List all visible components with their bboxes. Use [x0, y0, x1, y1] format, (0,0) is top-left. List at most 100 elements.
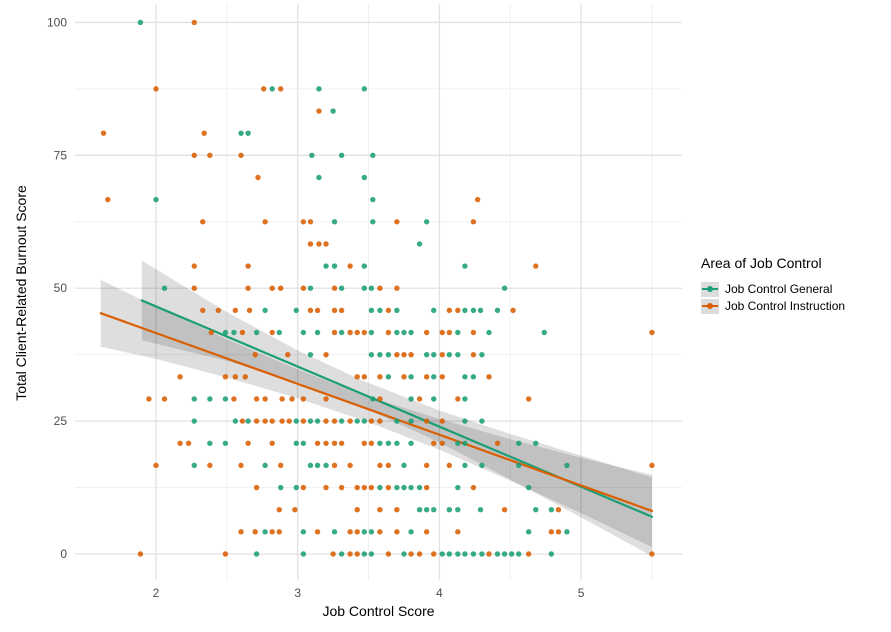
- data-point-instruction: [439, 329, 445, 336]
- data-point-instruction: [252, 351, 258, 358]
- data-point-general: [564, 462, 570, 469]
- data-point-instruction: [354, 529, 360, 535]
- data-point-instruction: [286, 418, 292, 424]
- data-point-instruction: [354, 484, 360, 491]
- data-point-instruction: [455, 307, 461, 314]
- data-point-instruction: [377, 374, 383, 380]
- data-point-general: [401, 484, 407, 491]
- data-point-general: [408, 374, 414, 380]
- data-point-instruction: [314, 307, 321, 314]
- data-point-instruction: [555, 529, 562, 535]
- data-point-instruction: [191, 152, 197, 159]
- data-point-instruction: [368, 484, 375, 491]
- data-point-general: [455, 484, 461, 491]
- data-point-general: [479, 351, 485, 358]
- data-point-general: [462, 307, 468, 314]
- x-tick-label: 3: [294, 586, 301, 600]
- data-point-instruction: [269, 529, 275, 535]
- data-point-general: [494, 307, 501, 314]
- data-point-general: [431, 307, 437, 314]
- data-point-instruction: [207, 152, 213, 159]
- data-point-instruction: [377, 418, 383, 424]
- data-point-instruction: [262, 418, 268, 424]
- data-point-general: [338, 329, 345, 336]
- data-point-general: [401, 551, 407, 557]
- data-point-instruction: [238, 152, 244, 159]
- data-point-general: [153, 196, 159, 203]
- data-point-general: [477, 307, 484, 314]
- data-point-general: [494, 551, 501, 557]
- data-point-instruction: [289, 396, 295, 402]
- data-point-general: [307, 418, 314, 424]
- data-point-general: [416, 484, 423, 491]
- data-point-general: [431, 374, 437, 380]
- data-point-instruction: [255, 174, 261, 181]
- data-point-instruction: [177, 440, 183, 446]
- legend-label-instruction: Job Control Instruction: [725, 299, 846, 313]
- data-point-instruction: [330, 551, 336, 557]
- data-point-instruction: [146, 396, 152, 402]
- data-point-general: [323, 462, 329, 469]
- data-point-general: [338, 152, 345, 159]
- data-point-instruction: [347, 329, 353, 336]
- data-point-instruction: [331, 285, 338, 291]
- data-point-general: [300, 440, 307, 446]
- data-point-instruction: [307, 219, 314, 225]
- data-point-instruction: [200, 219, 206, 225]
- data-point-general: [431, 351, 437, 358]
- data-point-instruction: [253, 396, 260, 402]
- data-point-instruction: [470, 351, 477, 358]
- data-point-instruction: [207, 462, 213, 469]
- data-point-instruction: [470, 484, 477, 491]
- data-point-instruction: [191, 263, 197, 269]
- data-point-general: [479, 418, 485, 424]
- data-point-instruction: [323, 440, 329, 446]
- data-point-instruction: [394, 285, 400, 291]
- data-point-instruction: [354, 374, 360, 380]
- data-point-instruction: [245, 285, 251, 291]
- data-point-instruction: [394, 529, 400, 535]
- data-point-instruction: [260, 86, 267, 92]
- data-point-instruction: [245, 440, 251, 446]
- data-point-general: [533, 440, 539, 446]
- legend-title: Area of Job Control: [701, 255, 822, 271]
- data-point-instruction: [269, 329, 275, 336]
- data-point-general: [314, 329, 321, 336]
- data-point-instruction: [246, 307, 253, 314]
- data-point-instruction: [331, 418, 338, 424]
- data-point-general: [253, 551, 260, 557]
- data-point-general: [300, 551, 307, 557]
- data-point-general: [368, 351, 375, 358]
- data-point-instruction: [277, 86, 284, 92]
- data-point-general: [307, 462, 314, 469]
- data-point-instruction: [232, 307, 239, 314]
- data-point-general: [370, 219, 376, 225]
- data-point-general: [408, 529, 414, 535]
- data-point-instruction: [279, 418, 285, 424]
- data-point-instruction: [316, 108, 322, 114]
- y-tick-label: 75: [54, 148, 68, 162]
- data-point-instruction: [347, 418, 353, 424]
- data-point-instruction: [423, 418, 430, 424]
- x-tick-label: 4: [436, 586, 443, 600]
- data-point-general: [508, 551, 515, 557]
- data-point-instruction: [347, 462, 353, 469]
- data-point-general: [455, 329, 461, 336]
- data-point-instruction: [649, 551, 655, 557]
- data-point-general: [470, 307, 477, 314]
- x-axis-title: Job Control Score: [322, 603, 435, 619]
- data-point-instruction: [401, 374, 407, 380]
- data-point-general: [277, 484, 284, 491]
- data-point-general: [394, 329, 400, 336]
- data-point-instruction: [238, 529, 244, 535]
- data-point-instruction: [239, 329, 246, 336]
- data-point-general: [231, 329, 237, 336]
- data-point-instruction: [232, 374, 239, 380]
- data-point-instruction: [423, 329, 430, 336]
- data-point-general: [446, 351, 453, 358]
- data-point-general: [516, 462, 522, 469]
- data-point-general: [370, 152, 376, 159]
- data-point-general: [361, 418, 367, 424]
- data-point-instruction: [431, 440, 437, 446]
